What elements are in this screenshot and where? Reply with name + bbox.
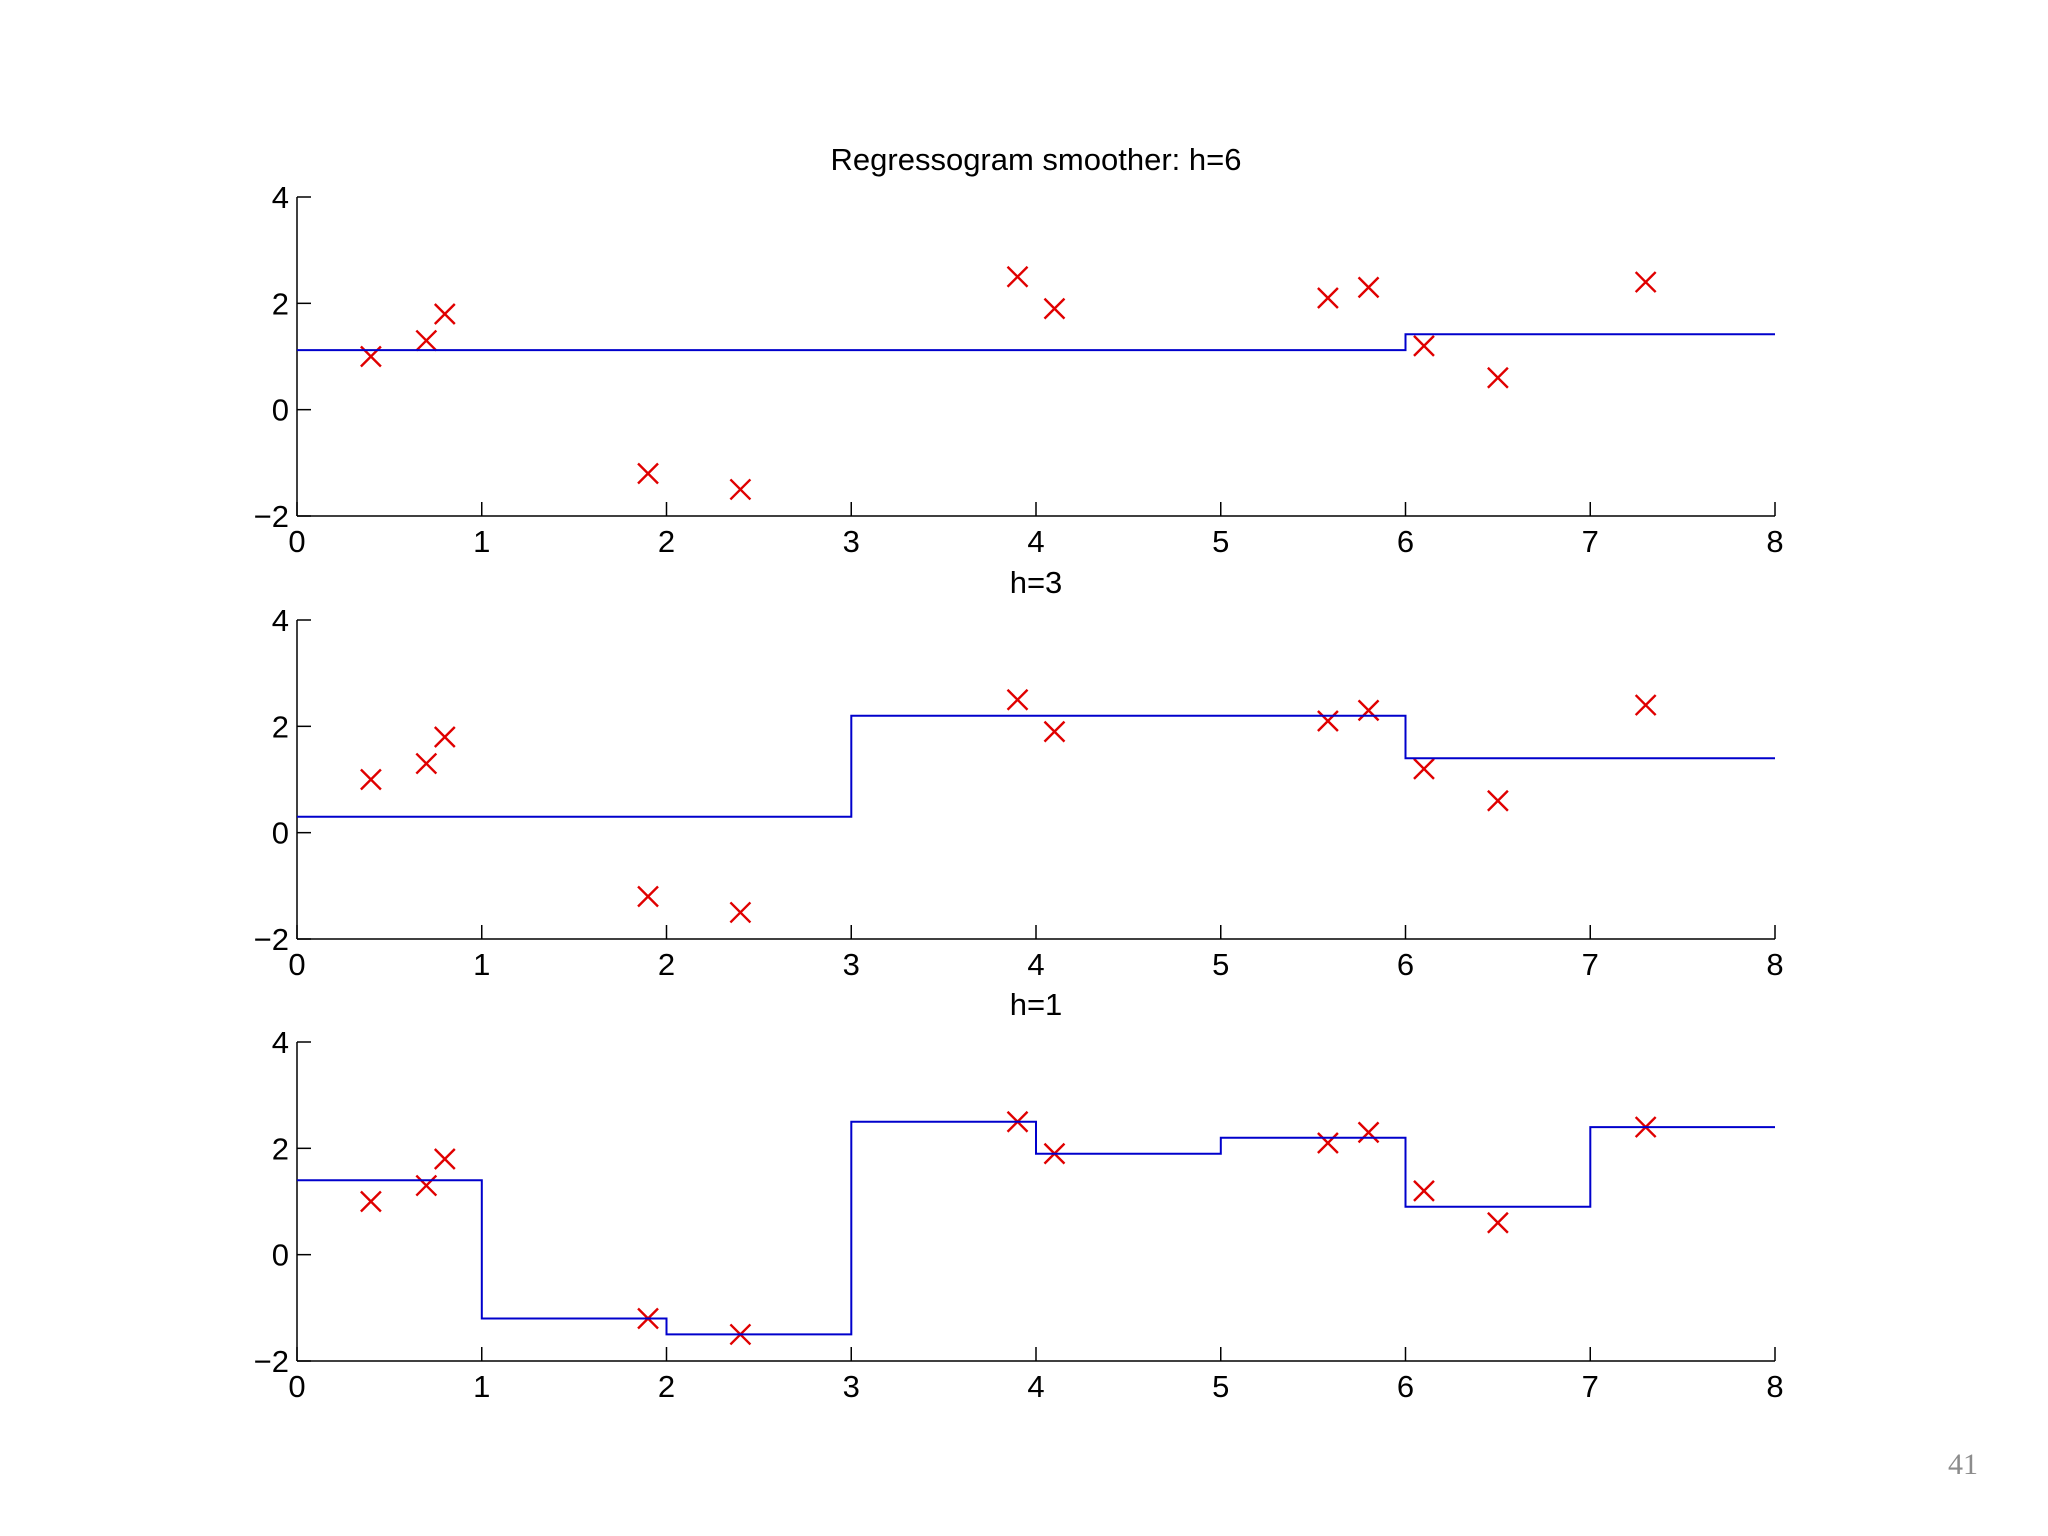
y-tick-label: −2 xyxy=(254,1344,289,1379)
data-point-marker xyxy=(415,329,438,352)
data-point-marker xyxy=(1413,335,1435,357)
y-tick-label: −2 xyxy=(254,922,289,957)
x-tick-label: 3 xyxy=(843,947,860,982)
y-tick-label: 4 xyxy=(272,603,289,638)
y-tick-label: 0 xyxy=(272,393,289,428)
x-tick-label: 7 xyxy=(1582,1369,1599,1404)
x-tick-label: 1 xyxy=(473,1369,490,1404)
x-tick-label: 8 xyxy=(1766,524,1783,559)
y-tick-label: −2 xyxy=(254,499,289,534)
x-tick-label: 4 xyxy=(1027,947,1044,982)
x-tick-label: 8 xyxy=(1766,1369,1783,1404)
y-tick-label: 0 xyxy=(272,816,289,851)
x-tick-label: 3 xyxy=(843,1369,860,1404)
panel-title: Regressogram smoother: h=6 xyxy=(831,142,1242,177)
x-tick-label: 7 xyxy=(1582,947,1599,982)
x-tick-label: 0 xyxy=(288,947,305,982)
x-tick-label: 4 xyxy=(1027,1369,1044,1404)
data-point-marker xyxy=(1487,789,1509,812)
x-tick-label: 2 xyxy=(658,524,675,559)
x-tick-label: 0 xyxy=(288,1369,305,1404)
data-point-marker xyxy=(1043,297,1066,320)
data-point-marker xyxy=(1634,271,1657,293)
x-tick-label: 2 xyxy=(658,1369,675,1404)
data-point-marker xyxy=(1357,276,1380,299)
x-tick-label: 7 xyxy=(1582,524,1599,559)
data-point-marker xyxy=(1006,265,1029,288)
data-point-marker xyxy=(1043,720,1066,743)
data-point-marker xyxy=(1317,710,1339,732)
data-point-marker xyxy=(1487,366,1509,389)
panel-title: h=1 xyxy=(1010,987,1063,1022)
x-tick-label: 8 xyxy=(1766,947,1783,982)
data-point-marker xyxy=(729,478,752,501)
data-point-marker xyxy=(433,1148,456,1170)
panel-title: h=3 xyxy=(1010,565,1063,600)
x-tick-label: 6 xyxy=(1397,947,1414,982)
y-tick-label: 4 xyxy=(272,180,289,215)
data-point-marker xyxy=(433,303,456,325)
x-tick-label: 6 xyxy=(1397,1369,1414,1404)
data-point-marker xyxy=(1413,758,1435,780)
x-tick-label: 1 xyxy=(473,947,490,982)
x-tick-label: 1 xyxy=(473,524,490,559)
data-point-marker xyxy=(415,1174,438,1197)
data-point-marker xyxy=(415,752,438,775)
x-tick-label: 6 xyxy=(1397,524,1414,559)
data-point-marker xyxy=(433,726,456,748)
data-point-marker xyxy=(1357,1121,1380,1144)
data-point-marker xyxy=(360,1190,382,1213)
data-point-marker xyxy=(1317,287,1339,309)
y-tick-label: 2 xyxy=(272,1131,289,1166)
regressogram-step-line xyxy=(297,1120,1775,1336)
x-tick-label: 2 xyxy=(658,947,675,982)
data-point-marker xyxy=(729,901,752,924)
x-tick-label: 5 xyxy=(1212,524,1229,559)
y-tick-label: 2 xyxy=(272,286,289,321)
data-point-marker xyxy=(637,885,659,908)
data-point-marker xyxy=(637,462,659,485)
x-tick-label: 5 xyxy=(1212,947,1229,982)
data-point-marker xyxy=(360,768,382,791)
x-tick-label: 3 xyxy=(843,524,860,559)
x-tick-label: 5 xyxy=(1212,1369,1229,1404)
data-point-marker xyxy=(1413,1180,1435,1202)
regressogram-step-line xyxy=(297,333,1775,352)
data-point-marker xyxy=(1006,688,1029,711)
y-tick-label: 2 xyxy=(272,709,289,744)
y-tick-label: 4 xyxy=(272,1025,289,1060)
data-point-marker xyxy=(1317,1132,1339,1154)
data-point-marker xyxy=(1357,699,1380,722)
regressogram-step-line xyxy=(297,714,1775,818)
x-tick-label: 4 xyxy=(1027,524,1044,559)
data-point-marker xyxy=(1487,1211,1509,1234)
x-tick-label: 0 xyxy=(288,524,305,559)
slide-number: 41 xyxy=(1948,1448,1978,1481)
y-tick-label: 0 xyxy=(272,1238,289,1273)
data-point-marker xyxy=(1634,694,1657,716)
